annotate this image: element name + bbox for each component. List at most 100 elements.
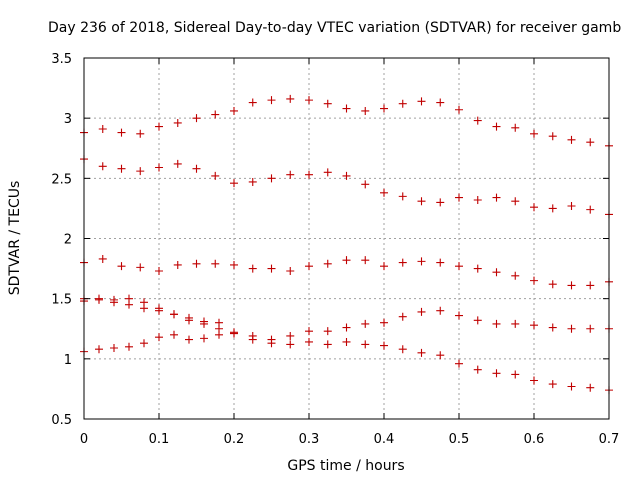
- data-point: [192, 114, 201, 123]
- data-point: [380, 318, 388, 327]
- data-point: [185, 335, 193, 344]
- data-point: [323, 259, 332, 268]
- data-point: [342, 104, 351, 113]
- data-point: [95, 345, 103, 354]
- data-point: [492, 122, 501, 131]
- data-point: [361, 340, 370, 349]
- x-tick-label: 0.1: [149, 432, 170, 447]
- data-point: [361, 180, 370, 189]
- data-point: [417, 197, 426, 206]
- data-point: [567, 202, 576, 211]
- y-tick-label: 1: [64, 353, 72, 368]
- data-point: [342, 256, 351, 265]
- x-tick-label: 0.6: [524, 432, 545, 447]
- data-point: [173, 260, 182, 269]
- data-point: [492, 369, 501, 378]
- data-point: [248, 264, 257, 273]
- x-tick-label: 0: [80, 432, 88, 447]
- data-point: [95, 294, 103, 303]
- data-points: [80, 94, 613, 395]
- data-point: [305, 327, 313, 336]
- data-point: [586, 324, 595, 333]
- data-point: [417, 348, 426, 357]
- data-point: [567, 324, 576, 333]
- data-point: [155, 333, 163, 342]
- data-point: [342, 171, 351, 180]
- data-point: [398, 258, 407, 267]
- data-point: [548, 323, 557, 332]
- data-point: [215, 330, 223, 339]
- y-tick-label: 0.5: [51, 413, 72, 428]
- data-point: [380, 341, 388, 350]
- data-point: [511, 197, 520, 206]
- x-tick-label: 0.4: [374, 432, 395, 447]
- data-point: [140, 339, 148, 348]
- data-point: [305, 96, 313, 105]
- data-point: [361, 106, 370, 115]
- data-point: [286, 266, 295, 275]
- data-point: [398, 192, 407, 201]
- data-point: [305, 337, 313, 346]
- data-point: [305, 262, 313, 271]
- data-point: [342, 337, 351, 346]
- x-axis-label: GPS time / hours: [287, 458, 404, 474]
- data-point: [492, 193, 501, 202]
- data-point: [192, 164, 201, 173]
- y-axis-label: SDTVAR / TECUs: [7, 181, 23, 296]
- data-point: [286, 170, 295, 179]
- data-point: [211, 259, 220, 268]
- series-1: [80, 94, 613, 150]
- data-point: [267, 264, 276, 273]
- data-point: [155, 122, 163, 131]
- data-point: [436, 306, 445, 315]
- x-tick-label: 0.5: [449, 432, 470, 447]
- data-point: [417, 97, 426, 106]
- data-point: [110, 344, 118, 353]
- data-point: [398, 99, 407, 108]
- data-point: [200, 319, 208, 328]
- data-point: [185, 316, 193, 325]
- data-point: [305, 170, 313, 179]
- data-point: [548, 204, 557, 213]
- data-point: [511, 123, 520, 132]
- data-point: [473, 195, 482, 204]
- data-point: [398, 345, 407, 354]
- data-point: [567, 281, 576, 290]
- y-tick-label: 2.5: [51, 172, 72, 187]
- data-point: [125, 300, 133, 309]
- data-point: [380, 262, 388, 271]
- data-point: [117, 164, 126, 173]
- data-point: [530, 376, 538, 385]
- y-tick-label: 3.5: [51, 52, 72, 67]
- x-tick-label: 0.3: [299, 432, 320, 447]
- y-tick-label: 1.5: [51, 293, 72, 308]
- data-point: [211, 171, 220, 180]
- axis-ticks: 0 0.1 0.2 0.3 0.4 0.5 0.6 0.7 0.5 1 1.5 2 2.5 3 3.5: [51, 52, 619, 447]
- data-point: [530, 129, 538, 138]
- data-point: [200, 334, 208, 343]
- data-point: [473, 316, 482, 325]
- data-point: [492, 319, 501, 328]
- data-point: [286, 331, 295, 340]
- data-point: [173, 118, 182, 127]
- data-point: [473, 365, 482, 374]
- grid: [84, 58, 609, 419]
- data-point: [117, 128, 126, 137]
- data-point: [455, 193, 463, 202]
- data-point: [548, 380, 557, 389]
- data-point: [140, 304, 148, 313]
- data-point: [511, 370, 520, 379]
- data-point: [455, 311, 463, 320]
- data-point: [436, 98, 445, 107]
- data-point: [286, 340, 295, 349]
- data-point: [492, 268, 501, 277]
- data-point: [361, 319, 370, 328]
- chart-title: Day 236 of 2018, Sidereal Day-to-day VTE…: [48, 20, 621, 36]
- data-point: [548, 280, 557, 289]
- data-point: [170, 330, 178, 339]
- data-point: [98, 124, 107, 133]
- data-point: [230, 179, 238, 188]
- x-tick-label: 0.7: [599, 432, 620, 447]
- data-point: [267, 96, 276, 105]
